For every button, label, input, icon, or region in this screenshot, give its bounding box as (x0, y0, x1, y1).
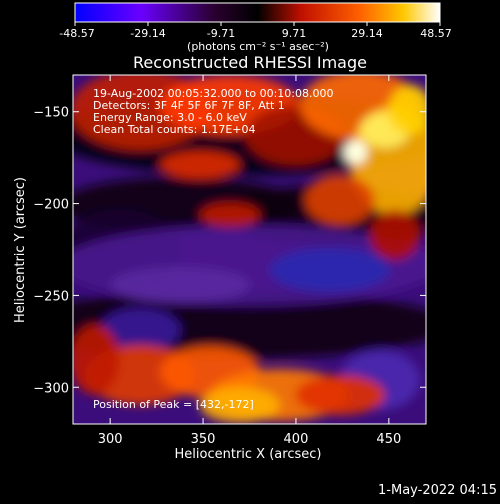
x-tick-label: 450 (376, 432, 401, 447)
annotation-line: Energy Range: 3.0 - 6.0 keV (93, 111, 247, 124)
heatmap-image (73, 75, 426, 424)
peak-position-label: Position of Peak = [432,-172] (93, 398, 254, 411)
annotation-line: Clean Total counts: 1.17E+04 (93, 123, 256, 136)
x-tick-label: 400 (284, 432, 309, 447)
x-axis-ticks: 300 350 400 450 (98, 75, 401, 447)
colorbar-tick-label: 29.14 (351, 27, 383, 40)
plot-frame (72, 74, 427, 425)
y-tick-label: −300 (33, 381, 69, 396)
colorbar-tick-label: 48.57 (420, 27, 452, 40)
y-axis-label: Heliocentric Y (arcsec) (13, 177, 28, 323)
chart-title: Reconstructed RHESSI Image (133, 53, 367, 72)
annotation-line: Detectors: 3F 4F 5F 6F 7F 8F, Att 1 (93, 99, 285, 112)
y-tick-label: −150 (33, 106, 69, 121)
colorbar-units-label: (photons cm⁻² s⁻¹ asec⁻²) (187, 40, 329, 53)
x-tick-label: 300 (98, 432, 123, 447)
x-axis-label: Heliocentric X (arcsec) (175, 447, 322, 462)
y-axis-ticks: −150 −200 −250 −300 (33, 106, 426, 396)
footer-timestamp: 1-May-2022 04:15 (378, 483, 497, 498)
colorbar-tick-label: -48.57 (59, 27, 94, 40)
annotation-line: 19-Aug-2002 00:05:32.000 to 00:10:08.000 (93, 87, 334, 100)
y-tick-label: −250 (33, 289, 69, 304)
annotation-block: 19-Aug-2002 00:05:32.000 to 00:10:08.000… (93, 87, 334, 136)
colorbar-tick-label: -9.71 (207, 27, 235, 40)
x-tick-label: 350 (191, 432, 216, 447)
colorbar-tick-label: -29.14 (130, 27, 165, 40)
colorbar (74, 2, 441, 23)
colorbar-ticks: -48.57 -29.14 -9.71 9.71 29.14 48.57 (59, 22, 452, 40)
y-tick-label: −200 (33, 198, 69, 213)
colorbar-tick-label: 9.71 (282, 27, 307, 40)
